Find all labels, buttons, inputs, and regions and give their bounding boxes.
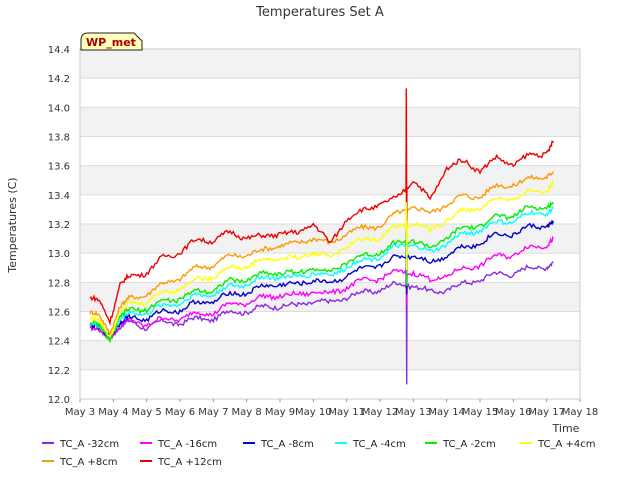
legend-item: TC_A +12cm	[140, 457, 222, 468]
y-tick-label: 12.4	[48, 337, 70, 348]
background-band	[80, 165, 580, 195]
x-tick-label: May 3	[65, 407, 95, 418]
y-tick-label: 12.0	[48, 395, 70, 406]
plot-background-bands	[80, 49, 580, 370]
x-tick-label: May 6	[165, 407, 195, 418]
y-tick-label: 13.6	[48, 162, 70, 173]
legend-item: TC_A -32cm	[42, 439, 119, 450]
legend-label: TC_A -32cm	[59, 439, 119, 450]
legend-item: TC_A -2cm	[425, 439, 496, 450]
legend: TC_A -32cm TC_A -16cm TC_A -8cm TC_A -4cm TC…	[42, 439, 596, 468]
x-tick-label: May 8	[232, 407, 262, 418]
x-tick-label: May 12	[362, 407, 399, 418]
y-axis-ticks: 12.0 12.2 12.4 12.6 12.8 13.0 13.2 13.4 13.6 13.8…	[48, 45, 70, 406]
y-tick-label: 13.0	[48, 249, 70, 260]
series-line	[89, 261, 554, 385]
y-tick-label: 13.2	[48, 220, 70, 231]
x-tick-label: May 9	[265, 407, 295, 418]
y-tick-label: 12.6	[48, 308, 70, 319]
x-tick-label: May 14	[428, 407, 465, 418]
x-tick-label: May 10	[295, 407, 332, 418]
y-tick-label: 14.0	[48, 103, 70, 114]
series-line	[89, 88, 554, 326]
x-tick-label: May 18	[562, 407, 599, 418]
x-axis-label: Time	[552, 422, 580, 435]
y-axis-label: Temperatures (C)	[6, 177, 19, 273]
badge: WP_met	[80, 32, 143, 51]
x-tick-label: May 11	[328, 407, 365, 418]
series-line	[89, 235, 554, 339]
y-tick-label: 13.4	[48, 191, 70, 202]
y-tick-label: 12.2	[48, 366, 70, 377]
x-axis-ticks: May 3 May 4 May 5 May 6 May 7 May 8 May 9 May 1…	[65, 399, 598, 418]
series-line	[89, 206, 554, 339]
plot-frame	[79, 48, 581, 400]
series-line	[89, 219, 554, 339]
legend-label: TC_A -8cm	[260, 439, 314, 450]
legend-item: TC_A +4cm	[520, 439, 596, 450]
series-line	[89, 178, 554, 339]
series-line	[89, 171, 554, 338]
badge-label: WP_met	[86, 36, 136, 49]
legend-label: TC_A -4cm	[352, 439, 406, 450]
background-band	[80, 340, 580, 370]
chart-title: Temperatures Set A	[255, 5, 384, 20]
x-tick-label: May 7	[198, 407, 228, 418]
legend-label: TC_A -2cm	[442, 439, 496, 450]
legend-item: TC_A -8cm	[243, 439, 314, 450]
y-tick-label: 14.2	[48, 74, 70, 85]
y-tick-label: 14.4	[48, 45, 70, 56]
legend-label: TC_A +4cm	[537, 439, 596, 450]
legend-item: TC_A -16cm	[140, 439, 217, 450]
background-band	[80, 282, 580, 312]
x-tick-label: May 17	[528, 407, 565, 418]
background-band	[80, 49, 580, 79]
legend-label: TC_A -16cm	[157, 439, 217, 450]
y-tick-label: 12.8	[48, 278, 70, 289]
series-line	[89, 200, 554, 344]
x-tick-label: May 15	[462, 407, 499, 418]
background-band	[80, 224, 580, 254]
x-tick-label: May 13	[395, 407, 432, 418]
x-tick-label: May 5	[132, 407, 162, 418]
legend-item: TC_A -4cm	[335, 439, 406, 450]
legend-label: TC_A +12cm	[157, 457, 222, 468]
legend-label: TC_A +8cm	[59, 457, 118, 468]
background-band	[80, 107, 580, 137]
series-layer	[89, 88, 554, 385]
y-tick-label: 13.8	[48, 133, 70, 144]
x-tick-label: May 4	[98, 407, 128, 418]
legend-item: TC_A +8cm	[42, 457, 118, 468]
badge-shape	[80, 32, 143, 51]
x-tick-label: May 16	[495, 407, 532, 418]
